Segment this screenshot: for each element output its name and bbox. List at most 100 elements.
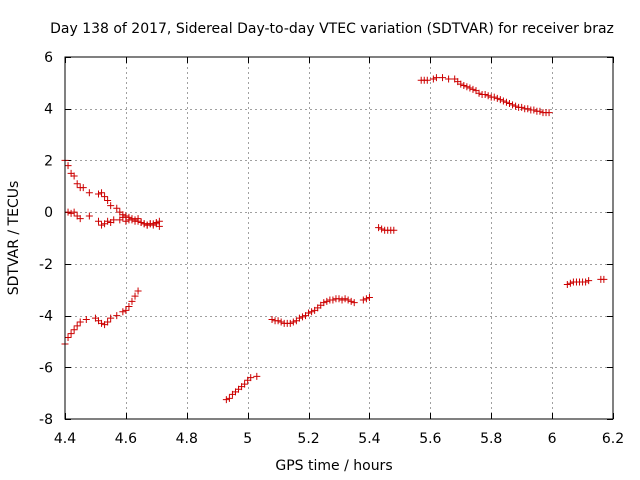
- data-point-marker: [524, 105, 532, 113]
- data-point-marker: [502, 98, 510, 106]
- data-point-marker: [566, 279, 574, 287]
- data-point-marker: [484, 92, 492, 100]
- data-point-marker: [496, 96, 504, 104]
- data-point-marker: [545, 109, 553, 117]
- x-tick-label: 5: [243, 431, 252, 447]
- data-point-marker: [518, 103, 526, 111]
- data-point-marker: [268, 315, 276, 323]
- data-point-marker: [481, 90, 489, 98]
- data-point-marker: [125, 303, 133, 311]
- data-point-marker: [140, 220, 148, 228]
- data-point-marker: [79, 184, 87, 192]
- data-point-marker: [295, 314, 303, 322]
- data-point-marker: [475, 89, 483, 97]
- data-point-marker: [429, 75, 437, 83]
- data-point-marker: [76, 215, 84, 223]
- y-tick-label: -2: [39, 257, 53, 273]
- data-point-marker: [94, 217, 102, 225]
- data-point-marker: [67, 330, 75, 338]
- data-point-marker: [82, 315, 90, 323]
- y-tick-label: -4: [39, 309, 53, 325]
- data-point-marker: [107, 202, 115, 210]
- data-point-marker: [73, 322, 81, 330]
- series-sat-h: [417, 74, 553, 117]
- data-point-marker: [104, 217, 112, 225]
- series-sat-g: [375, 224, 398, 234]
- data-point-marker: [600, 275, 608, 283]
- data-point-marker: [323, 297, 331, 305]
- series-sat-e: [222, 372, 261, 404]
- data-point-marker: [73, 180, 81, 188]
- data-point-marker: [493, 94, 501, 102]
- data-point-marker: [137, 218, 145, 226]
- data-point-marker: [439, 74, 447, 82]
- data-point-marker: [119, 308, 127, 316]
- data-point-marker: [131, 292, 139, 300]
- data-point-marker: [104, 318, 112, 326]
- y-tick-label: 6: [44, 50, 53, 66]
- data-point-marker: [113, 312, 121, 320]
- data-point-marker: [64, 208, 72, 216]
- data-point-marker: [94, 190, 102, 198]
- data-markers: [61, 74, 608, 404]
- x-tick-label: 5.8: [480, 431, 502, 447]
- data-point-marker: [85, 212, 93, 220]
- data-point-marker: [110, 216, 118, 224]
- data-point-marker: [308, 308, 316, 316]
- series-sat-i: [563, 275, 608, 289]
- y-axis-label: SDTVAR / TECUs: [6, 181, 22, 296]
- data-point-marker: [98, 319, 106, 327]
- y-tick-label: 4: [44, 102, 53, 118]
- data-point-marker: [286, 319, 294, 327]
- data-point-marker: [225, 394, 233, 402]
- x-axis-label: GPS time / hours: [275, 458, 392, 474]
- data-point-marker: [563, 281, 571, 289]
- data-point-marker: [222, 396, 230, 404]
- x-tick-label: 4.6: [115, 431, 137, 447]
- data-point-marker: [378, 225, 386, 233]
- x-tick-label: 5.2: [297, 431, 319, 447]
- plot-frame: [64, 56, 614, 420]
- data-point-marker: [460, 81, 468, 89]
- data-point-marker: [67, 209, 75, 217]
- x-tick-label: 5.4: [358, 431, 380, 447]
- data-point-marker: [457, 80, 465, 88]
- y-tick-label: 2: [44, 153, 53, 169]
- data-point-marker: [335, 295, 343, 303]
- data-point-marker: [347, 297, 355, 305]
- data-point-marker: [445, 75, 453, 83]
- series-sat-c: [64, 208, 163, 230]
- y-tick-label: -8: [39, 412, 53, 428]
- data-point-marker: [362, 295, 370, 303]
- y-tick-label: 0: [44, 205, 53, 221]
- data-point-marker: [463, 83, 471, 91]
- data-point-marker: [432, 74, 440, 82]
- data-point-marker: [505, 100, 513, 108]
- y-tick-label: -6: [39, 360, 53, 376]
- data-point-marker: [469, 85, 477, 93]
- data-point-marker: [509, 101, 517, 109]
- data-point-marker: [104, 197, 112, 205]
- data-point-marker: [350, 299, 358, 307]
- grid-lines: [65, 57, 613, 419]
- data-point-marker: [64, 162, 72, 170]
- data-point-marker: [70, 208, 78, 216]
- series-sat-b: [85, 189, 163, 229]
- data-point-marker: [490, 93, 498, 101]
- x-tick-label: 5.6: [419, 431, 441, 447]
- data-point-marker: [585, 277, 593, 285]
- series-sat-d: [61, 287, 142, 348]
- data-point-marker: [390, 226, 398, 234]
- data-point-marker: [70, 172, 78, 180]
- x-tick-label: 6: [548, 431, 557, 447]
- data-point-marker: [149, 221, 157, 229]
- data-point-marker: [134, 287, 142, 295]
- data-point-marker: [241, 380, 249, 388]
- data-point-marker: [85, 189, 93, 197]
- data-point-marker: [253, 372, 261, 380]
- data-point-marker: [530, 106, 538, 114]
- data-point-marker: [146, 220, 154, 228]
- data-point-marker: [277, 318, 285, 326]
- data-point-marker: [119, 213, 127, 221]
